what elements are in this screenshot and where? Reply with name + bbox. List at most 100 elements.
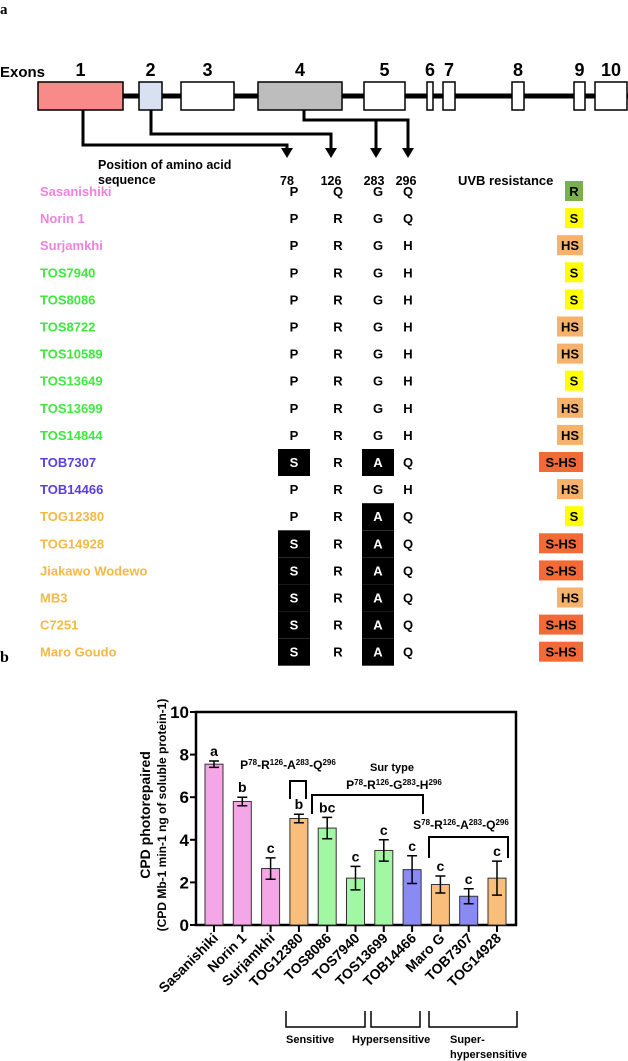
residue-283: A [373,509,383,524]
position-label-line1: Position of amino acid [98,158,231,172]
plot-frame [194,710,518,927]
residue-126: R [333,428,343,443]
table-row: TOG14928 S R A Q S-HS [40,530,583,558]
variety-name: TOS13699 [40,401,103,416]
y-axis-title-line1: CPD photorepaired [137,751,153,879]
variety-name: Maro Goudo [40,645,117,660]
significance-letter: a [210,743,218,759]
bar-TOG12380 [289,818,309,926]
residue-126: R [333,320,343,335]
highlight-box [362,638,394,666]
significance-letter: b [238,779,247,795]
table-row: Sasanishiki P Q G Q R [40,181,583,201]
table-row: TOS14844 P R G H HS [40,424,583,445]
group-label-super-2: hypersensitive [450,1049,527,1061]
residue-126: R [333,347,343,362]
error-bar [209,760,219,769]
highlight-box [278,611,310,639]
residue-296: Q [403,455,413,470]
arrow-down-icon [325,148,337,158]
annotation-sur-type: Sur type [370,762,414,774]
significance-letter: c [267,840,275,856]
residue-296: Q [403,536,413,551]
panel-a-label: a [0,2,8,18]
residue-78: S [290,563,299,578]
uvb-badge [565,289,583,310]
bracket-tog12380 [289,780,307,799]
y-tick-label: 0 [180,916,189,935]
table-row: MB3 S R A Q HS [40,584,583,612]
annotation-s-r-a-q: S78-R126-A283-Q296 [413,818,509,833]
residue-position: 78 [354,778,363,787]
residue-296: H [403,292,412,307]
residue-126: R [333,238,343,253]
table-row: TOG12380 P R A Q S [40,503,583,531]
exon-number-3: 3 [202,60,212,80]
residue-78: P [290,238,299,253]
uvb-badge [565,370,583,391]
table-row: TOS8722 P R G H HS [40,316,583,337]
error-bar [322,816,333,840]
uvb-badge-label: S-HS [545,536,576,551]
uvb-badge-label: HS [561,320,579,335]
residue-126: R [333,645,343,660]
residue-position: 283 [469,818,483,827]
bracket-super-hypersensitive [428,1011,518,1028]
residue-position: 283 [296,758,310,767]
uvb-badge [557,343,583,364]
variety-name: TOS7940 [40,265,95,280]
residue-78: P [290,320,299,335]
exon-9 [573,81,586,111]
y-axis-title: CPD photorepaired [137,751,153,879]
residue-126: R [333,455,343,470]
residue-126: R [333,482,343,497]
exon-number-7: 7 [444,60,454,80]
residue-126: R [333,509,343,524]
residue-126: R [333,618,343,633]
uvb-resistance-header: UVB resistance [458,173,553,188]
residue-283: A [373,536,383,551]
residue-296: H [403,401,412,416]
residue-296: Q [403,563,413,578]
exons-label: Exons [0,64,45,81]
residue-296: Q [403,211,413,226]
table-row: Surjamkhi P R G H HS [40,235,583,256]
y-axis-title-line2: (CPD Mb-1 min-1 ng of soluble protein-1) [155,699,169,932]
variety-name: Surjamkhi [40,238,103,253]
residue-283: G [373,238,383,253]
uvb-badge-label: S-HS [545,645,576,660]
residue-letter: -H [416,778,429,792]
error-bar [350,865,361,891]
exon-number-5: 5 [379,60,389,80]
residue-283: G [373,374,383,389]
highlight-box [362,530,394,558]
highlight-box [278,638,310,666]
residue-letter: P [346,778,354,792]
residue-126: R [333,374,343,389]
highlight-box [362,611,394,639]
table-row: TOS10589 P R G H HS [40,343,583,364]
highlight-box [362,584,394,612]
variety-name: Jiakawo Wodewo [40,563,147,578]
residue-283: G [373,401,383,416]
uvb-badge-label: S-HS [545,563,576,578]
significance-letter: c [408,838,416,854]
residue-letter: -A [283,758,296,772]
uvb-badge [565,506,583,527]
y-tick-label: 6 [180,788,189,807]
bracket-hypersensitive [370,1011,421,1028]
table-row: TOB7307 S R A Q S-HS [40,449,583,476]
uvb-badge [557,235,583,256]
position-126: 126 [321,174,342,188]
residue-position: 126 [376,778,390,787]
error-bar [492,860,502,896]
uvb-badge [539,614,583,635]
table-row: TOS13699 P R G H HS [40,397,583,418]
residue-letter: -R [257,758,270,772]
exon-1 [37,81,124,111]
uvb-badge-label: HS [561,591,579,606]
residue-78: P [290,292,299,307]
group-label-hypersensitive: Hypersensitive [352,1034,430,1046]
significance-letter: c [465,871,473,887]
